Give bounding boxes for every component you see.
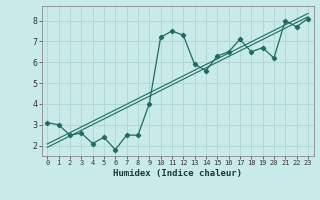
X-axis label: Humidex (Indice chaleur): Humidex (Indice chaleur)	[113, 169, 242, 178]
